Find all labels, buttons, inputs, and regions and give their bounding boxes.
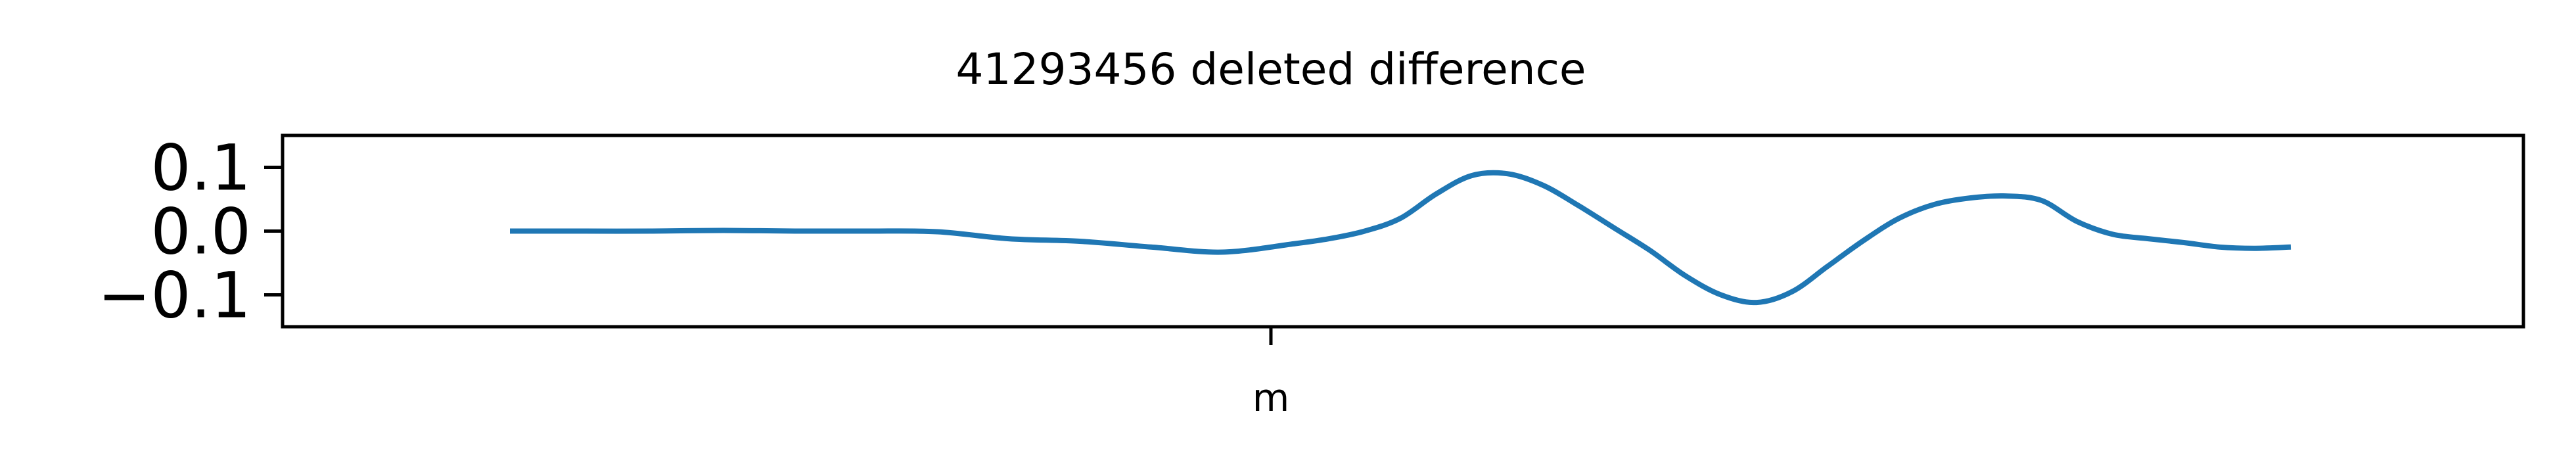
plot-frame: [281, 133, 2525, 329]
chart-title: 41293456 deleted difference: [955, 44, 1586, 95]
y-tick-label: 0.1: [150, 131, 251, 205]
y-tick-label: −0.1: [98, 259, 251, 333]
series-line: [510, 170, 2291, 306]
x-tick-label: m: [1253, 375, 1290, 420]
y-tick-label: 0.0: [150, 195, 251, 269]
chart-marks: 0.10.0−0.1 m: [98, 131, 2291, 420]
